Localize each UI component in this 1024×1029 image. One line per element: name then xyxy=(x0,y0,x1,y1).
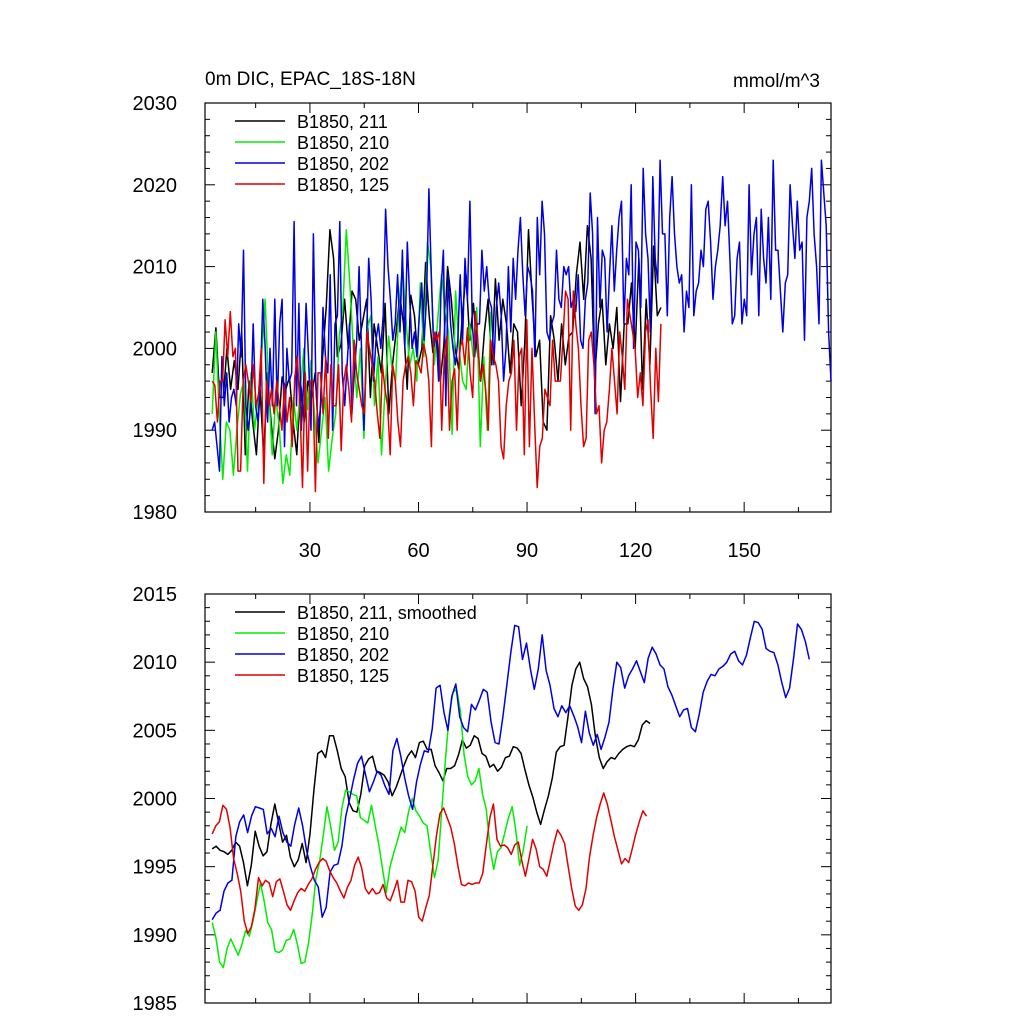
y-tick-label: 2015 xyxy=(133,584,178,606)
legend-label: B1850, 125 xyxy=(297,175,389,195)
legend-label: B1850, 202 xyxy=(297,645,389,665)
chart-title: 0m DIC, EPAC_18S-18N xyxy=(205,69,416,90)
y-tick-label: 1980 xyxy=(133,502,178,524)
top-axes xyxy=(204,102,832,513)
series-line xyxy=(211,290,662,493)
bottom-ticks: 1985 1990 1995 2000 2005 2010 2015 xyxy=(133,584,831,1015)
bottom-series xyxy=(211,620,811,969)
y-tick-label: 1990 xyxy=(133,420,178,442)
top-ticks: 1980 1990 2000 2010 2020 2030 30 60 90 120 150 xyxy=(133,93,831,562)
series-line xyxy=(211,688,528,969)
y-tick-label: 2010 xyxy=(133,652,178,674)
units-label: mmol/m^3 xyxy=(733,71,820,92)
top-chart: 0m DIC, EPAC_18S-18N mmol/m^3 1980 1990 20… xyxy=(133,69,832,562)
legend-label: B1850, 211 xyxy=(297,112,388,132)
y-tick-label: 1985 xyxy=(133,993,178,1015)
plot-frame xyxy=(204,102,832,513)
y-tick-label: 2005 xyxy=(133,720,178,742)
top-series xyxy=(211,159,832,493)
legend-label: B1850, 210 xyxy=(297,624,389,644)
y-tick-label: 2010 xyxy=(133,257,178,279)
y-tick-label: 1990 xyxy=(133,925,178,947)
y-tick-label: 2000 xyxy=(133,789,178,811)
series-line xyxy=(211,792,648,935)
legend-label: B1850, 125 xyxy=(297,666,389,686)
x-tick-label: 120 xyxy=(619,540,652,562)
series-line xyxy=(211,620,811,921)
y-tick-label: 1995 xyxy=(133,857,178,879)
x-tick-label: 30 xyxy=(299,540,321,562)
y-tick-label: 2030 xyxy=(133,93,178,115)
y-tick-label: 2020 xyxy=(133,175,178,197)
y-tick-label: 2000 xyxy=(133,338,178,360)
legend-label: B1850, 210 xyxy=(297,133,389,153)
x-tick-label: 60 xyxy=(407,540,429,562)
bottom-chart: 1985 1990 1995 2000 2005 2010 2015 B1850, 211,… xyxy=(133,584,832,1015)
legend-label: B1850, 202 xyxy=(297,154,389,174)
x-tick-label: 150 xyxy=(727,540,760,562)
series-line xyxy=(211,159,832,472)
x-tick-label: 90 xyxy=(516,540,538,562)
legend-label: B1850, 211, smoothed xyxy=(297,603,477,623)
